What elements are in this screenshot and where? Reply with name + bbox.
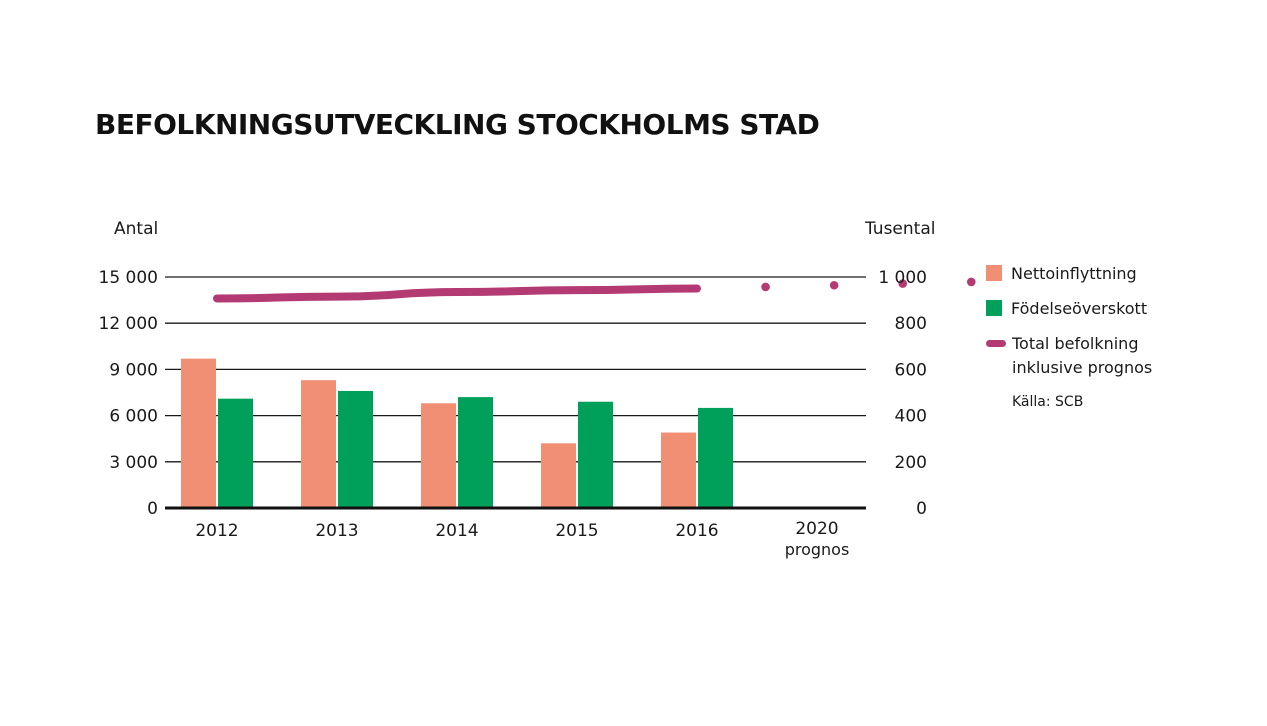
- left-axis-ticks: 0 3 000 6 000 9 000 12 000 15 000: [99, 268, 158, 519]
- left-tick-label: 6 000: [109, 407, 158, 427]
- fodelseoverskott-swatch: [986, 300, 1002, 316]
- legend-item-fodelseoverskott: Födelseöverskott: [986, 297, 1172, 321]
- bar-nettoinflyttning: [541, 443, 576, 508]
- right-tick-label: 0: [916, 499, 927, 519]
- chart-area: 0 3 000 6 000 9 000 12 000 15 000 0 200 400 600 8…: [99, 219, 976, 559]
- left-tick-label: 12 000: [99, 314, 158, 334]
- legend-label: Total befolkning inklusive prognos: [1012, 334, 1153, 377]
- bar-fodelseoverskott: [698, 407, 733, 508]
- legend: Nettoinflyttning Födelseöverskott Total …: [986, 262, 1172, 410]
- right-tick-label: 800: [895, 314, 927, 334]
- bar-series: [181, 358, 733, 508]
- x-tick-sublabel: prognos: [785, 540, 850, 559]
- legend-label: Nettoinflyttning: [1011, 264, 1137, 283]
- left-tick-label: 15 000: [99, 268, 158, 288]
- legend-item-nettoinflyttning: Nettoinflyttning: [986, 262, 1172, 286]
- right-tick-label: 1 000: [878, 268, 927, 288]
- bar-fodelseoverskott: [578, 401, 613, 508]
- x-tick-label: 2014: [435, 521, 478, 541]
- total-population-line: [213, 277, 976, 303]
- left-tick-label: 9 000: [109, 360, 158, 380]
- right-tick-label: 200: [895, 453, 927, 473]
- bar-nettoinflyttning: [301, 380, 336, 508]
- total-befolkning-swatch: [986, 340, 1006, 347]
- bar-nettoinflyttning: [661, 432, 696, 508]
- chart-title: BEFOLKNINGSUTVECKLING STOCKHOLMS STAD: [95, 108, 820, 141]
- left-tick-label: 0: [147, 499, 158, 519]
- right-tick-label: 600: [895, 360, 927, 380]
- bar-fodelseoverskott: [218, 398, 253, 508]
- bar-fodelseoverskott: [338, 390, 373, 508]
- x-tick-label: 2015: [555, 521, 598, 541]
- forecast-dot: [966, 277, 976, 287]
- forecast-dot: [761, 282, 770, 292]
- right-tick-label: 400: [895, 407, 927, 427]
- left-axis-label: Antal: [114, 219, 158, 239]
- left-tick-label: 3 000: [109, 453, 158, 473]
- x-tick-label: 2016: [675, 521, 718, 541]
- bar-nettoinflyttning: [421, 403, 456, 508]
- right-axis-ticks: 0 200 400 600 800 1 000: [878, 268, 927, 519]
- bar-fodelseoverskott: [458, 397, 493, 508]
- x-tick-label: 2012: [195, 521, 238, 541]
- nettoinflyttning-swatch: [986, 265, 1002, 281]
- bar-nettoinflyttning: [181, 358, 216, 508]
- source-note: Källa: SCB: [1012, 394, 1084, 410]
- forecast-dot: [898, 279, 908, 288]
- legend-item-total-befolkning: Total befolkning inklusive prognos: [986, 332, 1172, 380]
- x-tick-label: 2020: [795, 519, 838, 539]
- right-axis-label: Tusental: [864, 219, 935, 239]
- legend-label: Födelseöverskott: [1011, 299, 1148, 318]
- gridlines: [165, 276, 866, 463]
- total-line-solid: [213, 284, 701, 303]
- forecast-dot: [829, 280, 839, 290]
- x-tick-label: 2013: [315, 521, 358, 541]
